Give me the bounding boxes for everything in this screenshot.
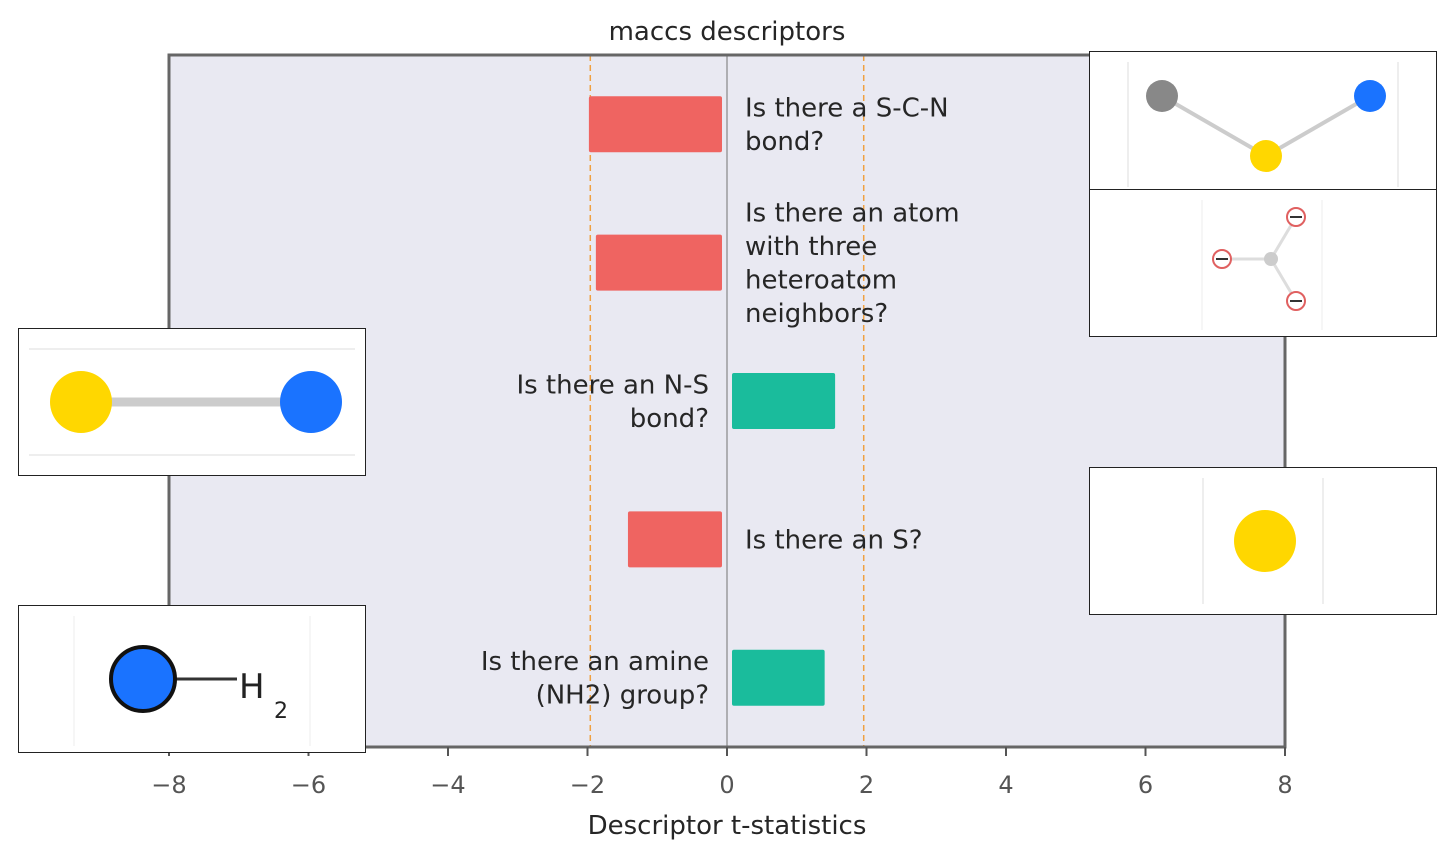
bar-5 xyxy=(732,649,825,706)
inset-amine-structure: H 2 xyxy=(18,605,366,753)
scn-structure-image xyxy=(1127,62,1399,187)
bar-label-line: Is there an S? xyxy=(745,525,923,555)
bar-2 xyxy=(595,234,722,291)
sulfur-atom-icon xyxy=(50,371,112,433)
central-atom-icon xyxy=(1264,252,1278,266)
x-tick-label: −6 xyxy=(291,771,326,799)
inset-ns-structure xyxy=(18,328,366,476)
bar-label-line: Is there an amine xyxy=(481,647,709,677)
x-tick-label: 4 xyxy=(998,771,1013,799)
x-tick-label: −4 xyxy=(430,771,465,799)
hydrogen-label: H xyxy=(239,667,265,707)
bar-label-line: Is there a S-C-N xyxy=(745,93,949,123)
x-tick-label: 0 xyxy=(719,771,734,799)
heteroatom-structure-image xyxy=(1201,200,1323,330)
x-tick-label: −8 xyxy=(151,771,186,799)
nitrogen-atom-icon xyxy=(1354,80,1386,112)
sulfur-atom-icon xyxy=(1234,510,1296,572)
inset-scn-structure xyxy=(1089,51,1437,191)
bar-label-3: Is there an N-S bond? xyxy=(516,370,709,434)
x-tick-label: 2 xyxy=(859,771,874,799)
bar-3 xyxy=(732,373,836,429)
bar-label-1: Is there a S-C-N bond? xyxy=(745,93,949,157)
inset-heteroatom-structure xyxy=(1089,189,1437,337)
bar-label-line: Is there an atom xyxy=(745,198,960,228)
x-axis-label: Descriptor t-statistics xyxy=(588,811,867,841)
bar-label-line: bond? xyxy=(745,127,824,157)
bar-label-2: Is there an atom with three heteroatom neig… xyxy=(745,198,960,329)
bar-label-line: with three xyxy=(745,232,877,262)
bar-4 xyxy=(627,511,722,568)
nitrogen-atom-icon xyxy=(109,645,177,713)
ns-structure-image xyxy=(29,348,355,456)
x-tick-label: −2 xyxy=(570,771,605,799)
s-structure-image xyxy=(1202,478,1324,604)
amine-structure-image: H 2 xyxy=(73,616,311,746)
bar-label-4: Is there an S? xyxy=(745,525,923,555)
sulfur-atom-icon xyxy=(1250,140,1282,172)
inset-s-structure xyxy=(1089,467,1437,615)
carbon-atom-icon xyxy=(1146,80,1178,112)
bar-label-line: neighbors? xyxy=(745,299,888,329)
x-tick-label: 8 xyxy=(1277,771,1292,799)
chart-title: maccs descriptors xyxy=(609,17,846,47)
nitrogen-atom-icon xyxy=(280,371,342,433)
bar-label-line: Is there an N-S xyxy=(516,370,709,400)
bar-label-line: bond? xyxy=(630,404,709,434)
hydrogen-subscript: 2 xyxy=(274,699,288,724)
bar-label-line: heteroatom xyxy=(745,265,897,295)
bar-label-5: Is there an amine (NH2) group? xyxy=(481,647,709,711)
x-tick-label: 6 xyxy=(1138,771,1153,799)
bar-label-line: (NH2) group? xyxy=(536,681,709,711)
bar-1 xyxy=(588,96,722,153)
